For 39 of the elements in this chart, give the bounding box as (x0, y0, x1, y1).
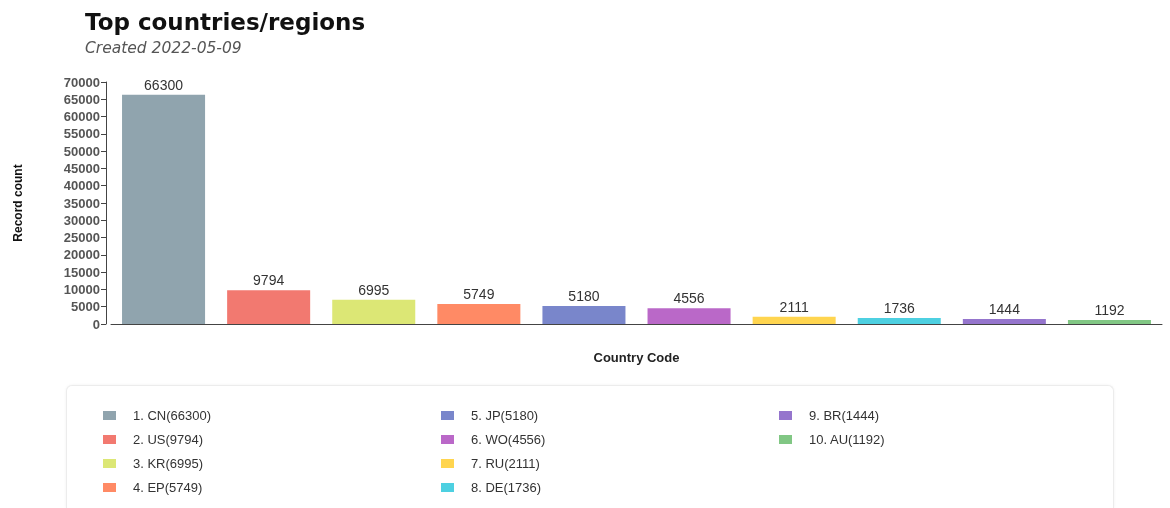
legend-label: 8. DE(1736) (471, 480, 542, 495)
y-tick-label: 5000 (71, 299, 100, 315)
y-tick-label: 20000 (63, 247, 100, 263)
data-label: 4556 (673, 290, 705, 307)
y-tick-label: 50000 (63, 143, 100, 159)
data-label: 66300 (144, 76, 184, 93)
y-axis-title: Record count (11, 164, 25, 242)
chart-subtitle: Created 2022-05-09 (85, 39, 242, 57)
data-label: 5749 (463, 286, 495, 303)
legend-label: 4. EP(5749) (133, 480, 203, 495)
y-tick-label: 30000 (63, 212, 100, 228)
legend-label: 5. JP(5180) (471, 408, 539, 423)
legend-label: 2. US(9794) (133, 432, 204, 447)
y-tick-label: 0 (92, 316, 100, 332)
y-tick-label: 65000 (63, 91, 100, 107)
legend-label: 3. KR(6995) (133, 456, 204, 471)
chart-title: Top countries/regions (85, 8, 366, 35)
data-label: 1736 (883, 300, 916, 316)
data-label: 9794 (253, 272, 285, 289)
legend-label: 9. BR(1444) (809, 408, 880, 423)
y-tick-label: 55000 (63, 126, 100, 142)
y-tick-label: 10000 (63, 281, 100, 297)
y-tick-label: 25000 (63, 230, 100, 246)
data-label: 6995 (358, 281, 390, 298)
x-axis-title: Country Code (593, 350, 680, 365)
y-tick-label: 70000 (63, 74, 100, 90)
y-tick-label: 15000 (63, 264, 100, 280)
data-label: 5180 (568, 288, 600, 305)
data-label: 1444 (988, 301, 1021, 318)
data-label: 2111 (779, 298, 809, 315)
data-label: 1192 (1094, 301, 1125, 318)
legend-label: 7. RU(2111) (471, 456, 540, 471)
y-tick-label: 60000 (63, 109, 100, 125)
y-tick-label: 45000 (63, 160, 100, 176)
y-tick-label: 35000 (63, 195, 100, 211)
legend-label: 6. WO(4556) (471, 432, 546, 447)
legend-label: 10. AU(1192) (809, 432, 885, 447)
legend-label: 1. CN(66300) (133, 408, 212, 423)
y-tick-label: 40000 (63, 178, 100, 194)
